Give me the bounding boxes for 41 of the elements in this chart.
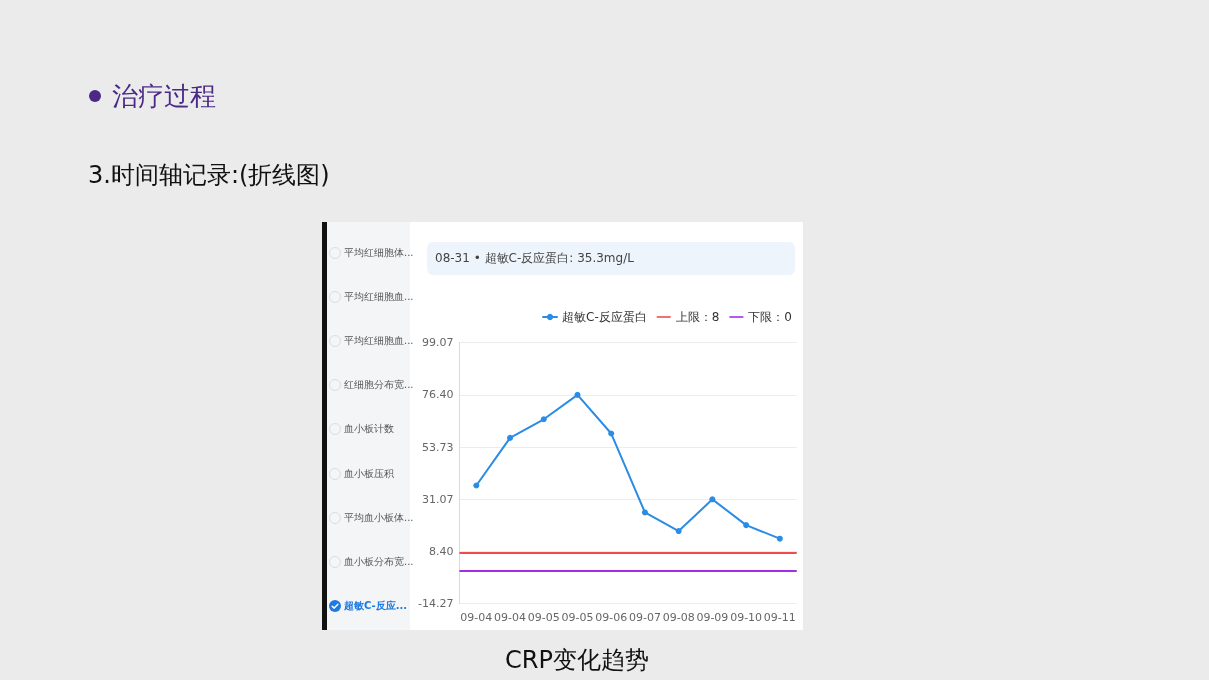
text: 治疗过程	[112, 80, 216, 112]
point	[608, 430, 615, 437]
point	[540, 416, 547, 423]
y-tick-label: 53.73	[421, 440, 454, 454]
point	[743, 522, 750, 529]
text: 平均红细胞血...	[344, 290, 414, 305]
y-tick-label: -14.27	[417, 597, 454, 610]
legend-label: 上限：8	[675, 310, 720, 324]
x-tick-label: 09-04	[460, 610, 493, 624]
y-tick-label: 8.40	[428, 544, 454, 558]
x-tick-label: 09-08	[662, 610, 695, 624]
point	[574, 391, 581, 398]
point	[675, 528, 682, 535]
x-tick-label: 09-11	[763, 610, 796, 624]
text: 平均血小板体...	[344, 510, 414, 525]
text: 红细胞分布宽...	[344, 378, 414, 393]
point	[776, 535, 783, 542]
legend-label: 超敏C-反应蛋白	[562, 310, 647, 324]
text: 血小板压积	[344, 466, 394, 481]
point	[709, 496, 716, 503]
text: 08-31 • 超敏C-反应蛋白: 35.3mg/L	[435, 251, 634, 266]
point	[507, 434, 514, 441]
x-tick-label: 09-06	[595, 610, 628, 624]
point	[641, 509, 648, 516]
x-tick-label: 09-09	[696, 610, 729, 624]
y-tick-label: 76.40	[421, 388, 454, 402]
y-tick-label: 99.07	[421, 336, 454, 350]
x-tick-label: 09-07	[628, 610, 661, 624]
text: 血小板分布宽...	[344, 554, 414, 569]
x-tick-label: 09-10	[730, 610, 763, 624]
x-tick-label: 09-04	[494, 610, 527, 624]
text: CRP变化趋势	[505, 645, 649, 675]
text: 平均红细胞血...	[344, 334, 414, 349]
x-tick-label: 09-05	[527, 610, 560, 624]
legend-label: 下限：0	[748, 310, 793, 324]
text: 3.时间轴记录:(折线图)	[88, 160, 330, 190]
y-tick-label: 31.07	[421, 492, 454, 506]
text: 平均红细胞体...	[344, 246, 414, 260]
text: 血小板计数	[344, 422, 394, 437]
x-tick-label: 09-05	[561, 610, 594, 624]
text: 超敏C-反应...	[344, 598, 408, 613]
